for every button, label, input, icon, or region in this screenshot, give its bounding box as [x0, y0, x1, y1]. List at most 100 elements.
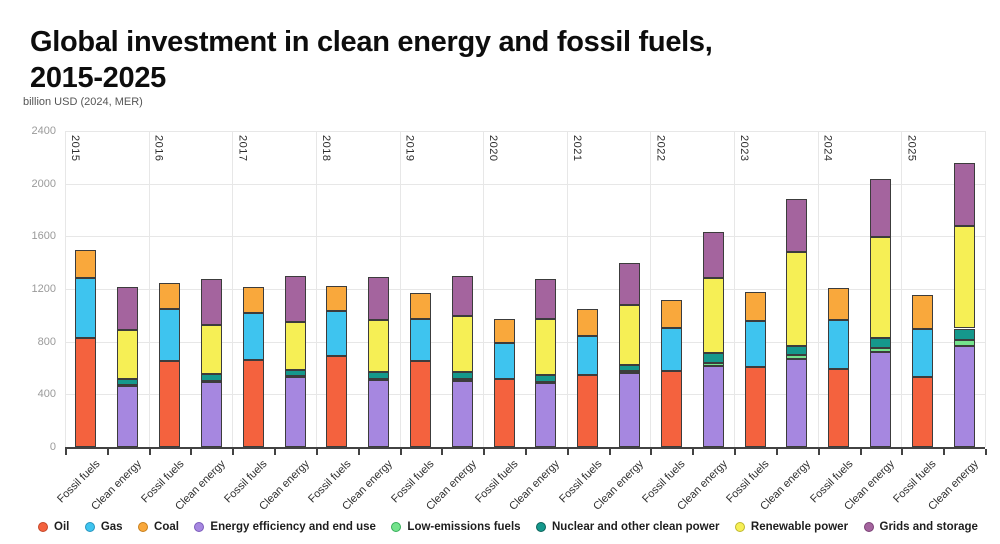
year-label: 2024 — [821, 135, 834, 162]
bar-segment — [953, 162, 975, 227]
bar-segment — [660, 327, 682, 371]
bar-segment — [869, 352, 891, 447]
year-gridline — [734, 131, 736, 447]
legend-label: Oil — [54, 521, 70, 533]
bar-segment — [702, 352, 724, 363]
bar-segment — [493, 379, 515, 447]
year-gridline — [566, 131, 568, 447]
y-gridline — [65, 289, 985, 290]
page-title: Global investment in clean energy and fo… — [30, 26, 713, 94]
year-gridline — [985, 131, 986, 447]
bar-segment — [451, 379, 473, 382]
bar-segment — [535, 279, 557, 319]
legend-item: Grids and storage — [863, 521, 978, 533]
bar-segment — [326, 286, 348, 311]
bar-segment — [619, 373, 641, 447]
bar-segment — [911, 329, 933, 377]
bar-segment — [200, 380, 222, 383]
bar-segment — [702, 277, 724, 353]
bar-segment — [535, 318, 557, 376]
bar-segment — [451, 371, 473, 380]
bar-segment — [828, 319, 850, 369]
x-axis-tick — [608, 449, 611, 455]
bar-segment — [200, 373, 222, 381]
x-axis-tick — [985, 449, 987, 455]
bar-segment — [326, 356, 348, 447]
legend-dot-icon — [38, 522, 48, 532]
legend-item: Renewable power — [734, 521, 848, 533]
bar-segment — [786, 252, 808, 346]
year-gridline — [483, 131, 485, 447]
bar-segment — [75, 249, 97, 279]
legend-label: Coal — [154, 521, 179, 533]
bar-segment — [869, 179, 891, 237]
bar-segment — [744, 292, 766, 322]
bar-segment — [828, 287, 850, 320]
bar-segment — [117, 386, 139, 447]
bar-segment — [409, 360, 431, 447]
bar-segment — [660, 370, 682, 447]
bar-segment — [786, 354, 808, 360]
bar-segment — [953, 339, 975, 346]
bar-segment — [368, 378, 390, 381]
y-axis-tick-label: 2400 — [31, 125, 56, 137]
legend-dot-icon — [391, 522, 402, 532]
bar-segment — [409, 292, 431, 320]
bar-segment — [577, 374, 599, 447]
bar-segment — [242, 287, 264, 313]
bar-segment — [368, 319, 390, 372]
bar-segment — [786, 199, 808, 253]
legend-label: Nuclear and other clean power — [552, 521, 720, 533]
x-axis-tick — [775, 449, 778, 455]
chart-legend: Oil Gas Coal Energy efficiency and end use L… — [38, 521, 978, 533]
y-gridline — [65, 341, 985, 343]
year-label: 2021 — [570, 135, 583, 162]
x-axis-tick — [483, 449, 486, 455]
x-axis-tick — [441, 449, 444, 455]
x-axis-tick — [106, 449, 109, 455]
bar-segment — [451, 315, 473, 372]
bar-segment — [284, 321, 306, 370]
bar-segment — [911, 376, 933, 447]
legend-item: Oil — [38, 521, 69, 533]
year-gridline — [232, 131, 234, 447]
bar-segment — [953, 328, 975, 340]
bar-segment — [619, 262, 641, 306]
bar-segment — [911, 294, 933, 330]
bar-segment — [75, 337, 97, 447]
y-axis-tick-label: 800 — [37, 335, 56, 348]
bar-segment — [535, 375, 557, 382]
year-gridline — [65, 131, 66, 447]
x-axis-tick — [399, 449, 402, 455]
legend-item: Energy efficiency and end use — [194, 521, 376, 533]
bar-segment — [117, 330, 139, 380]
bar-segment — [660, 299, 682, 328]
bar-segment — [744, 321, 766, 368]
x-axis-tick — [817, 449, 820, 455]
bar-segment — [702, 366, 724, 447]
chart-unit-label: billion USD (2024, MER) — [23, 96, 143, 108]
y-axis-tick-label: 2000 — [31, 177, 56, 190]
year-gridline — [817, 131, 819, 447]
legend-dot-icon — [138, 522, 149, 532]
legend-item: Gas — [84, 521, 123, 533]
year-label: 2022 — [654, 135, 667, 162]
x-axis-tick — [190, 449, 193, 455]
year-label: 2015 — [69, 135, 81, 162]
bar-segment — [828, 368, 850, 447]
bar-segment — [284, 377, 306, 447]
bar-segment — [493, 342, 515, 380]
y-gridline — [65, 131, 985, 132]
bar-segment — [786, 345, 808, 355]
year-gridline — [399, 131, 401, 447]
y-gridline — [65, 236, 985, 238]
year-label: 2023 — [738, 135, 751, 162]
year-label: 2019 — [403, 135, 416, 162]
bar-segment — [869, 337, 891, 348]
bar-segment — [284, 375, 306, 378]
bar-segment — [869, 236, 891, 338]
y-axis-tick-label: 0 — [49, 441, 56, 453]
x-axis-tick — [901, 449, 904, 455]
legend-item: Coal — [138, 521, 179, 533]
bar-segment — [326, 310, 348, 357]
